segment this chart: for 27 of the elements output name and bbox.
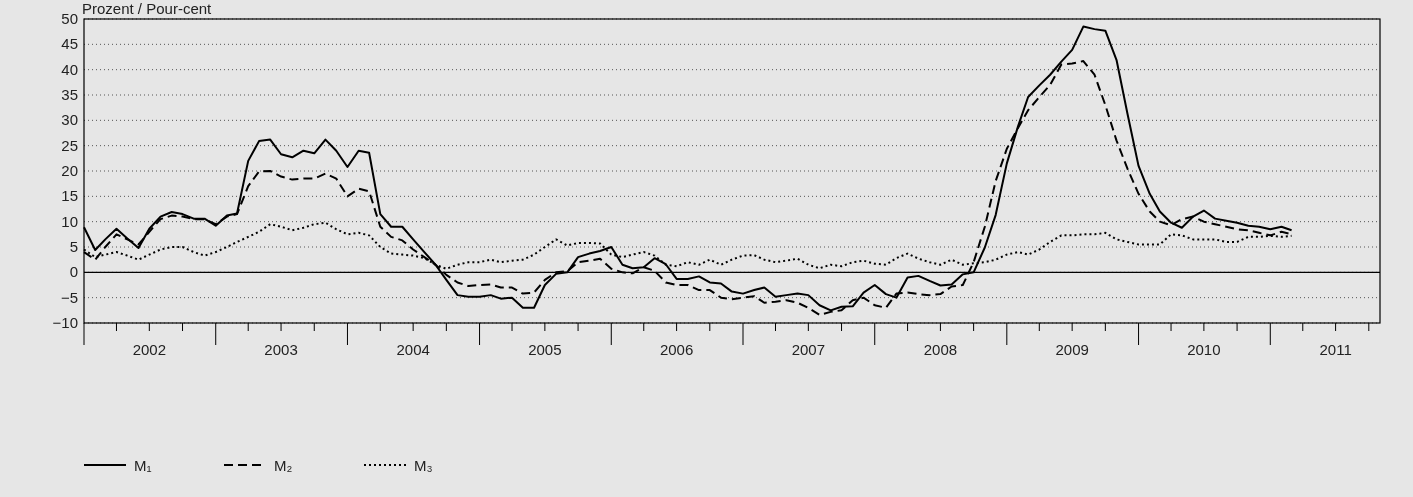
y-tick-label: 50 [61, 10, 78, 27]
x-tick-label: 2011 [1319, 341, 1352, 358]
y-tick-label: 15 [61, 187, 78, 205]
y-tick-label: 40 [61, 60, 78, 78]
y-tick-label: 5 [69, 238, 78, 255]
x-tick-label: 2007 [791, 341, 826, 358]
x-tick-label: 2006 [659, 341, 694, 358]
y-tick-label: 45 [61, 35, 78, 53]
x-tick-label: 2008 [923, 341, 958, 358]
x-tick-label: 2003 [264, 341, 298, 358]
y-axis-title: Prozent / Pour-cent [82, 0, 213, 17]
y-tick-label: −10 [52, 314, 78, 331]
y-tick-label: 35 [61, 86, 78, 103]
x-tick-label: 2004 [396, 341, 430, 358]
x-tick-label: 2002 [132, 341, 167, 358]
x-tick-label: 2005 [528, 341, 562, 358]
x-tick-label: 2010 [1187, 341, 1221, 358]
x-tick-label: 2009 [1055, 341, 1089, 358]
y-tick-label: 20 [61, 162, 78, 179]
legend-label: M₂ [274, 457, 293, 474]
y-tick-label: 25 [61, 136, 78, 154]
y-tick-label: 30 [61, 111, 78, 129]
legend-label: M₃ [414, 457, 433, 474]
y-tick-label: 0 [69, 263, 78, 281]
legend-label: M₁ [134, 457, 152, 474]
y-tick-label: −5 [60, 288, 78, 306]
y-tick-label: 10 [61, 212, 78, 230]
